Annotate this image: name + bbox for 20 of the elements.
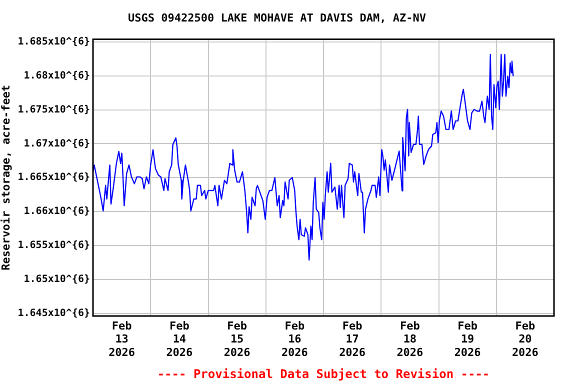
- y-tick-label: 1.655x10^{6}: [18, 240, 90, 252]
- x-tick-label: Feb 14 2026: [166, 319, 194, 359]
- y-tick-label: 1.66x10^{6}: [24, 206, 90, 218]
- x-tick-label: Feb 18 2026: [396, 319, 424, 359]
- y-tick-label: 1.685x10^{6}: [18, 36, 90, 48]
- chart-title: USGS 09422500 LAKE MOHAVE AT DAVIS DAM, AZ-NV: [128, 11, 426, 24]
- y-tick-label: 1.65x10^{6}: [24, 274, 90, 285]
- x-tick-label: Feb 13 2026: [108, 319, 136, 359]
- y-axis-title: Reservoir storage, acre-feet: [0, 84, 12, 270]
- x-tick-label: Feb 15 2026: [224, 319, 251, 359]
- y-tick-label: 1.67x10^{6}: [24, 138, 90, 150]
- x-tick-label: Feb 17 2026: [339, 319, 366, 359]
- x-tick-label: Feb 20 2026: [512, 319, 539, 359]
- y-tick-label: 1.645x10^{6}: [18, 308, 90, 319]
- y-tick-label: 1.665x10^{6}: [18, 172, 90, 184]
- text: ---- Provisional Data Subject to Revision ----: [157, 367, 490, 382]
- x-tick-label: Feb 19 2026: [454, 319, 482, 359]
- y-tick-label: 1.675x10^{6}: [18, 104, 90, 116]
- y-tick-label: 1.68x10^{6}: [24, 70, 90, 82]
- x-tick-label: Feb 16 2026: [281, 319, 308, 359]
